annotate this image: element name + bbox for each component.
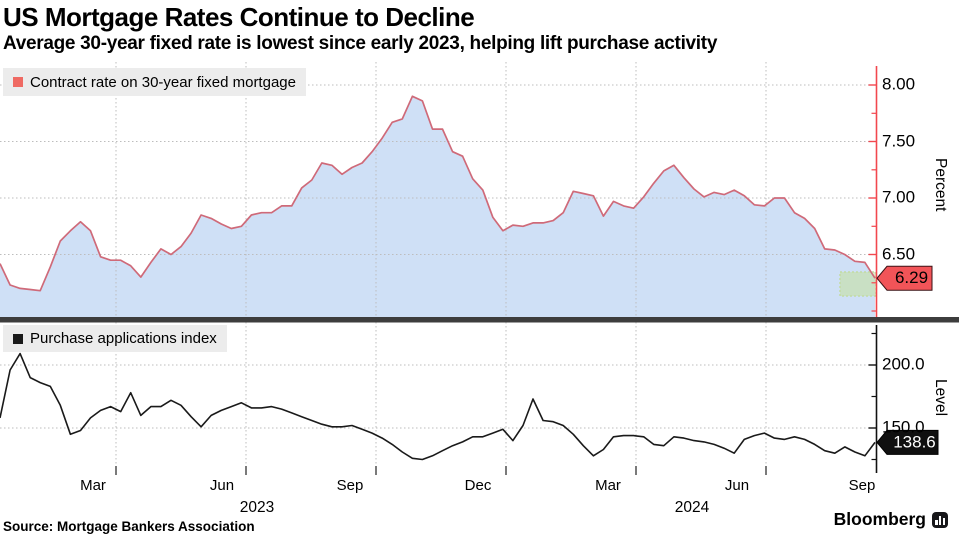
purchase-ytick-label: 150.0	[882, 417, 925, 437]
page-title: US Mortgage Rates Continue to Decline	[3, 2, 475, 32]
x-year-label: 2024	[674, 499, 710, 516]
rate-ytick-label: 6.50	[882, 244, 916, 264]
recent-low-highlight-box	[839, 271, 877, 297]
x-month-label: Mar	[80, 477, 106, 494]
legend-rate: Contract rate on 30-year fixed mortgage	[3, 68, 306, 96]
rate-current-value-badge-label: 6.29	[895, 268, 928, 287]
rate-line	[0, 95, 876, 292]
x-month-label: Jun	[209, 477, 235, 494]
rate-legend-label: Contract rate on 30-year fixed mortgage	[30, 73, 296, 91]
purchase-legend-swatch-icon	[13, 333, 23, 344]
page-subtitle: Average 30-year fixed rate is lowest sin…	[3, 33, 718, 54]
rate-ytick-label: 7.50	[882, 131, 916, 151]
x-month-label: Jun	[724, 477, 750, 494]
source-note: Source: Mortgage Bankers Association	[3, 519, 255, 534]
x-month-label: Sep	[848, 477, 876, 494]
rate-area-fill	[0, 96, 875, 317]
rate-ytick-label: 8.00	[882, 74, 916, 94]
brand-lockup: Bloomberg	[834, 509, 948, 530]
purchase-current-value-badge-label: 138.6	[893, 432, 936, 451]
purchase-legend-label: Purchase applications index	[30, 330, 217, 347]
x-month-label: Mar	[595, 477, 621, 494]
rate-legend-swatch-icon	[13, 77, 23, 87]
bloomberg-terminal-icon	[932, 511, 948, 528]
x-month-label: Dec	[464, 477, 492, 494]
rate-ytick-label: 7.00	[882, 187, 916, 207]
purchase-ytick-label: 200.0	[882, 354, 925, 374]
legend-purchase: Purchase applications index	[3, 325, 227, 352]
rate-current-value-badge	[876, 265, 933, 291]
x-year-label: 2023	[239, 499, 275, 516]
x-month-label: Sep	[336, 477, 364, 494]
purchase-current-value-badge	[876, 429, 939, 455]
purchase-axis-unit-label: Level	[932, 379, 949, 417]
panel-divider	[0, 317, 959, 323]
rate-axis-unit-label: Percent	[932, 158, 949, 212]
purchase-line	[0, 352, 876, 461]
brand-name: Bloomberg	[833, 509, 926, 529]
